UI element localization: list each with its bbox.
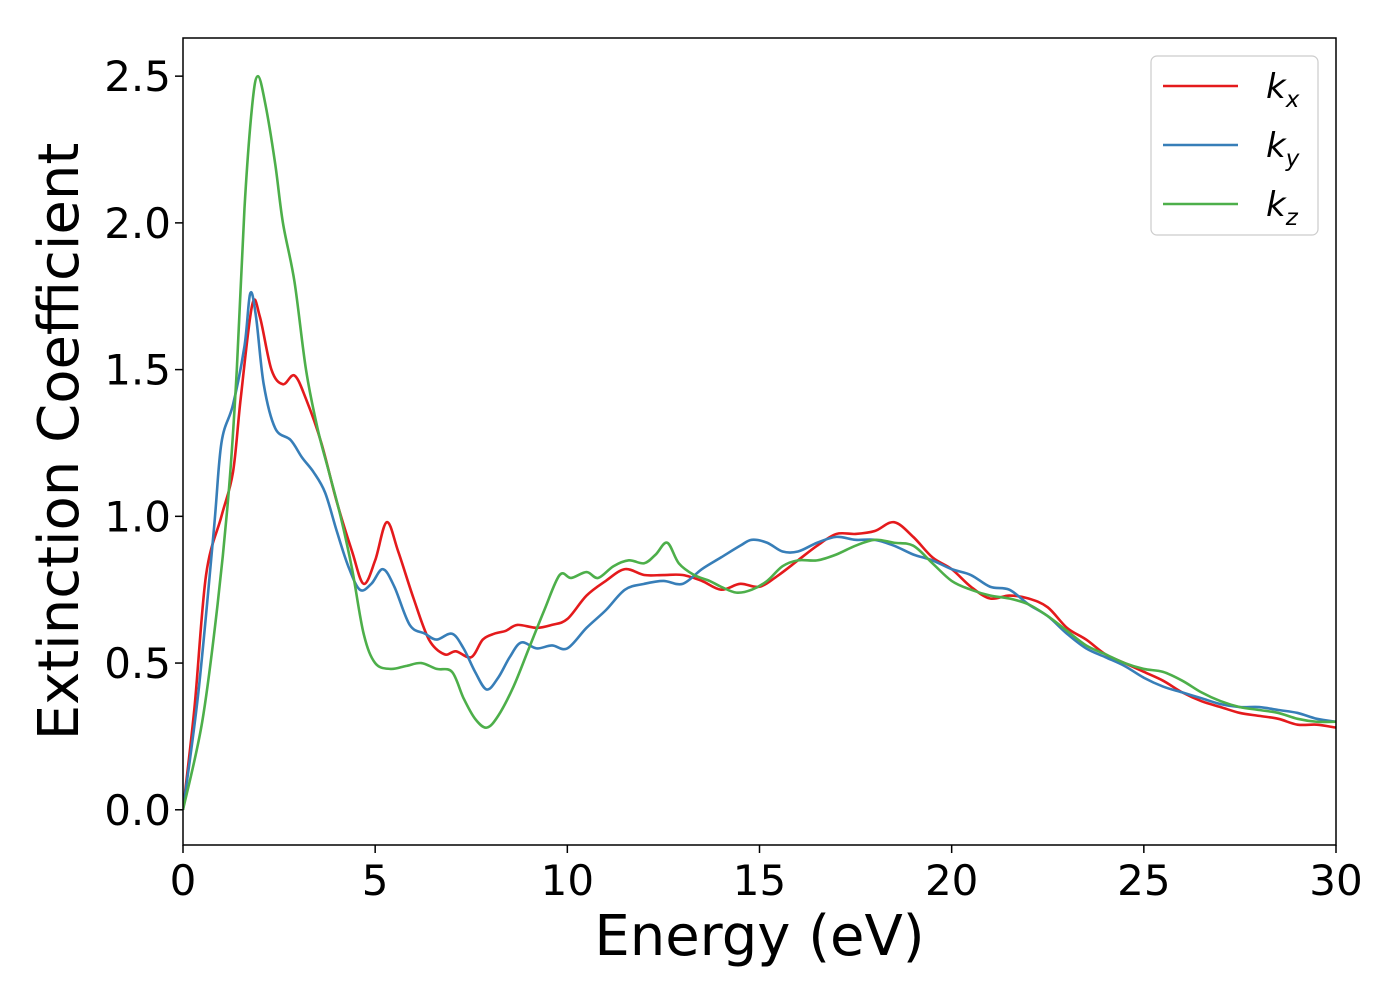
y-tick-label: 1.0 [104,492,171,541]
x-tick-label: 5 [362,856,389,905]
legend-label-z: kz [1266,185,1299,231]
y-tick-label: 1.5 [104,346,171,395]
y-axis-title: Extinction Coefficient [27,143,92,741]
x-tick-label: 10 [541,856,594,905]
series-line-z [183,74,1336,811]
x-tick-label: 25 [1117,856,1170,905]
ticks-layer: 0 5 10 15 20 25 30 0.0 0.5 1.0 1.5 2.0 2.5 [104,52,1363,905]
legend-label-y: ky [1266,126,1300,172]
series-layer [183,74,1336,811]
legend: kx ky kz [1150,55,1319,236]
x-axis-title: Energy (eV) [594,904,924,969]
legend-label-x: kx [1266,67,1300,113]
y-tick-label: 0.5 [104,639,171,688]
x-tick-label: 20 [925,856,978,905]
series-line-x [183,298,1336,810]
y-tick-label: 0.0 [104,786,171,835]
x-tick-label: 15 [733,856,786,905]
x-tick-label: 30 [1309,856,1362,905]
x-tick-label: 0 [170,856,197,905]
series-line-y [183,290,1336,810]
y-tick-label: 2.0 [104,199,171,248]
y-tick-label: 2.5 [104,52,171,101]
